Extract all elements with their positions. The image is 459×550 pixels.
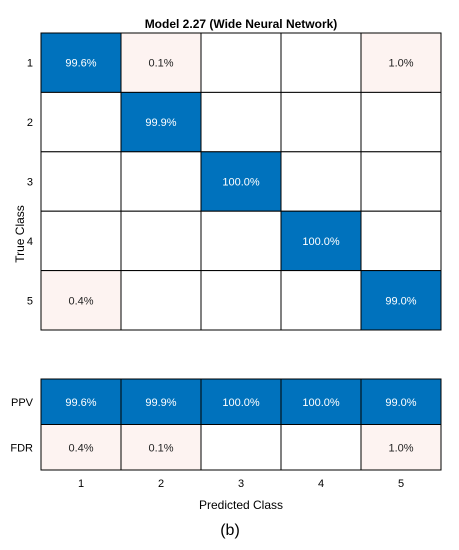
y-tick-label: 1 xyxy=(27,58,33,70)
summary-cell xyxy=(200,424,282,471)
matrix-cell-value: 1.0% xyxy=(388,58,413,70)
y-tick-label: 5 xyxy=(27,295,33,307)
matrix-cell xyxy=(360,270,442,331)
matrix-cell-value: 100.0% xyxy=(302,236,340,248)
x-tick-label: 5 xyxy=(398,478,404,490)
summary-cell-value: 99.6% xyxy=(65,397,96,409)
matrix-cell-value: 99.9% xyxy=(145,117,176,129)
summary-cell-value: 99.9% xyxy=(145,397,176,409)
x-tick-label: 1 xyxy=(78,478,84,490)
matrix-cell-value: 100.0% xyxy=(222,177,260,189)
matrix-cell xyxy=(120,210,202,272)
chart-title: Model 2.27 (Wide Neural Network) xyxy=(145,17,338,31)
matrix-cell xyxy=(40,91,122,153)
matrix-cell xyxy=(280,32,362,93)
y-tick-label: 4 xyxy=(27,236,33,248)
matrix-cell xyxy=(280,210,362,272)
x-axis-ticks: 1 2 3 4 5 xyxy=(78,478,404,490)
matrix-cell xyxy=(360,210,442,272)
matrix-cell xyxy=(120,32,202,93)
y-tick-label: 2 xyxy=(27,117,33,129)
matrix-cell xyxy=(120,91,202,153)
summary-cell-value: 1.0% xyxy=(388,442,413,454)
x-axis-label: Predicted Class xyxy=(199,498,283,512)
matrix-cell xyxy=(280,270,362,331)
summary-cell-value: 0.1% xyxy=(148,442,173,454)
x-tick-label: 2 xyxy=(158,478,164,490)
summary-cell xyxy=(280,424,362,471)
summary-cell xyxy=(360,424,442,471)
matrix-cell-value: 0.4% xyxy=(68,295,93,307)
matrix-cell xyxy=(200,91,282,153)
matrix-cell xyxy=(120,151,202,212)
matrix-cell xyxy=(200,32,282,93)
matrix-cell xyxy=(280,151,362,212)
matrix-cell-value: 99.6% xyxy=(65,58,96,70)
matrix-cell xyxy=(40,210,122,272)
summary-row-label: FDR xyxy=(10,442,33,454)
summary-cell-value: 100.0% xyxy=(302,397,340,409)
summary-cell xyxy=(120,378,202,425)
x-tick-label: 4 xyxy=(318,478,324,490)
confusion-matrix-grid: 1 99.6% 0.1% 1.0% 2 99.9% 3 100.0% 4 100.0% 5 0.4% 9… xyxy=(27,32,442,331)
matrix-cell xyxy=(360,32,442,93)
matrix-cell xyxy=(200,210,282,272)
summary-cell-value: 99.0% xyxy=(385,397,416,409)
figure-caption: (b) xyxy=(220,522,240,539)
matrix-cell xyxy=(200,270,282,331)
x-tick-label: 3 xyxy=(238,478,244,490)
matrix-cell-value: 99.0% xyxy=(385,295,416,307)
matrix-cell-value: 0.1% xyxy=(148,58,173,70)
matrix-cell xyxy=(360,91,442,153)
matrix-cell xyxy=(280,91,362,153)
summary-row-label: PPV xyxy=(11,397,34,409)
summary-cell xyxy=(40,424,122,471)
matrix-cell xyxy=(360,151,442,212)
matrix-cell xyxy=(40,32,122,93)
matrix-cell xyxy=(40,151,122,212)
y-tick-label: 3 xyxy=(27,177,33,189)
matrix-cell xyxy=(120,270,202,331)
matrix-cell xyxy=(40,270,122,331)
summary-cell-value: 0.4% xyxy=(68,442,93,454)
y-axis-label: True Class xyxy=(13,205,27,263)
summary-cell-value: 100.0% xyxy=(222,397,260,409)
summary-cell xyxy=(280,378,362,425)
summary-grid: PPV 99.6% 99.9% 100.0% 100.0% 99.0% FDR 0.4% 0.1… xyxy=(10,378,442,471)
